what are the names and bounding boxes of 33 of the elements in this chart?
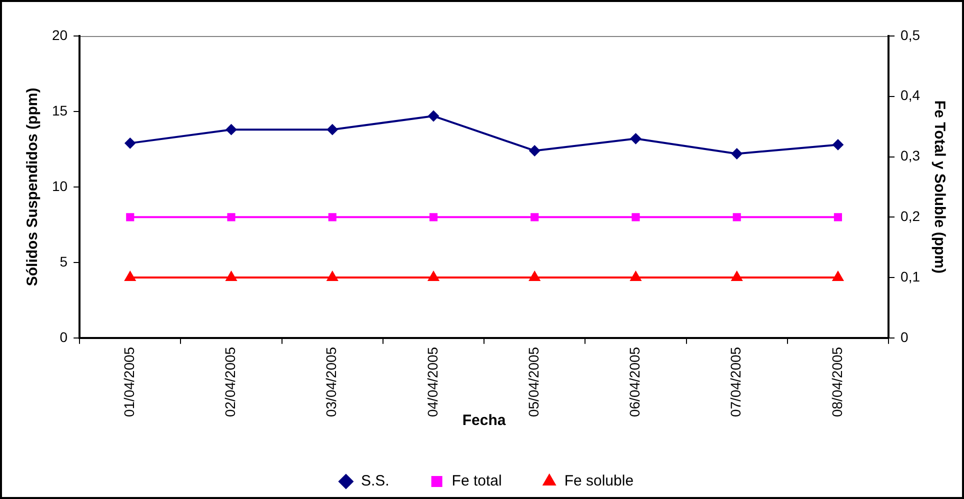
x-tick-label: 08/04/2005	[828, 346, 845, 418]
point	[226, 124, 237, 136]
x-tick-label: 02/04/2005	[222, 346, 238, 418]
y-tick-label: 10	[52, 178, 68, 194]
legend-label: S.S.	[360, 472, 390, 490]
legend-label: Fe soluble	[564, 472, 634, 490]
point	[529, 145, 540, 156]
y2-tick-label: 0,1	[900, 268, 920, 284]
y2-tick-label: 0	[900, 328, 909, 345]
y-tick-label: 5	[60, 253, 68, 270]
point	[428, 110, 439, 122]
y-tick-label: 20	[52, 26, 68, 43]
y-axis-title: Sólidos Suspendidos (ppm)	[24, 88, 42, 286]
legend-label: Fe total	[452, 472, 502, 490]
x-axis-title: Fecha	[462, 412, 506, 430]
y2-tick-label: 0,3	[900, 148, 920, 164]
x-tick-label: 03/04/2005	[323, 346, 340, 418]
x-tick-label: 07/04/2005	[728, 346, 744, 418]
point	[832, 139, 844, 150]
y2-tick-label: 0,2	[900, 208, 920, 224]
point	[326, 124, 338, 136]
point	[731, 148, 742, 160]
y2-axis-title: Fe Total y Soluble (ppm)	[930, 100, 948, 274]
y-tick-label: 15	[52, 102, 68, 118]
x-tick-label: 01/04/2005	[120, 346, 137, 418]
y2-tick-label: 0,4	[900, 87, 920, 104]
point	[630, 133, 642, 144]
y-tick-label: 0	[60, 328, 68, 345]
x-tick-label: 05/04/2005	[525, 346, 542, 418]
x-tick-label: 06/04/2005	[626, 346, 643, 418]
point	[124, 138, 136, 149]
x-tick-label: 04/04/2005	[424, 346, 440, 418]
y2-tick-label: 0,5	[900, 26, 920, 43]
